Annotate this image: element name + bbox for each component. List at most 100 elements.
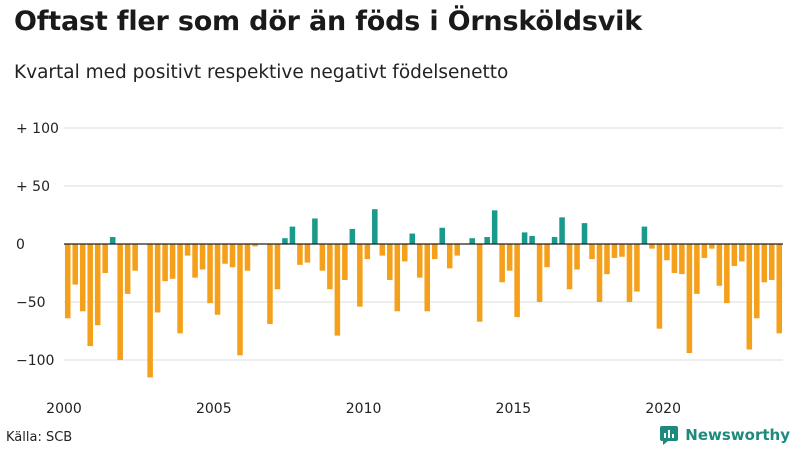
bar (454, 244, 460, 256)
bar (641, 226, 648, 244)
bar (199, 244, 206, 270)
bar (416, 244, 423, 278)
bar (589, 244, 595, 260)
bar (229, 244, 236, 268)
bar (611, 244, 618, 258)
bar (724, 244, 730, 304)
bar (529, 235, 535, 244)
bar (342, 244, 348, 280)
bar (731, 244, 738, 267)
newsworthy-icon (660, 426, 679, 445)
bar (604, 244, 610, 275)
bar (214, 244, 221, 315)
y-tick-label: + 50 (16, 179, 50, 195)
bar (64, 244, 71, 319)
y-axis-labels: + 100 + 50 0 −50 −100 (16, 121, 59, 369)
bar (379, 244, 386, 256)
bar (207, 244, 213, 304)
bar (102, 244, 108, 273)
bar (147, 244, 153, 378)
bar (169, 244, 176, 279)
y-tick-label: 0 (16, 237, 25, 253)
bar (439, 227, 445, 244)
bar-chart: + 100 + 50 0 −50 −100 2000 2005 2010 2015 2020 (16, 121, 783, 417)
y-tick-label: −50 (16, 295, 46, 311)
bar (402, 244, 408, 262)
x-tick-label: 2010 (346, 401, 382, 417)
bar (387, 244, 393, 280)
bar (72, 244, 78, 285)
bar (357, 244, 363, 307)
bar (596, 244, 603, 302)
bar (297, 244, 303, 265)
bar (506, 244, 513, 271)
bar (701, 244, 708, 258)
bar (694, 244, 700, 294)
bar (664, 244, 670, 261)
bar (634, 244, 640, 292)
bar (709, 244, 715, 249)
bar (484, 237, 490, 244)
x-tick-label: 2005 (196, 401, 232, 417)
bar (686, 244, 693, 354)
bar (87, 244, 93, 347)
bar (761, 244, 768, 283)
chart-subtitle: Kvartal med positivt respektive negativt… (14, 62, 509, 83)
bar (559, 217, 565, 244)
bar (117, 244, 123, 360)
bar (768, 244, 775, 280)
bar (446, 244, 453, 269)
bar (754, 244, 760, 319)
bar (409, 233, 416, 244)
bar (424, 244, 431, 312)
source-note: Källa: SCB (6, 430, 73, 445)
bar (536, 244, 543, 302)
bar (154, 244, 161, 313)
bar (79, 244, 86, 312)
bar (656, 244, 663, 329)
chart-title: Oftast fler som dör än föds i Örnsköldsv… (14, 6, 642, 37)
x-axis-labels: 2000 2005 2010 2015 2020 (46, 401, 681, 417)
bar (372, 209, 378, 244)
bar (491, 210, 498, 244)
bar (192, 244, 198, 278)
bar (282, 238, 288, 244)
bar (394, 244, 401, 312)
bar (739, 244, 745, 262)
bar (267, 244, 273, 325)
bar (364, 244, 371, 260)
bar (304, 244, 311, 263)
newsworthy-logo[interactable]: Newsworthy (659, 425, 790, 445)
bar (184, 244, 191, 256)
bar (716, 244, 723, 286)
bar (499, 244, 505, 283)
bar (469, 238, 475, 244)
grid-lines (64, 127, 783, 361)
bar (476, 244, 483, 322)
bar (327, 244, 333, 290)
bar (319, 244, 326, 271)
bar (566, 244, 573, 290)
bar (289, 226, 296, 244)
bar (574, 244, 580, 270)
bar (94, 244, 101, 326)
bar (177, 244, 183, 334)
x-tick-label: 2015 (496, 401, 532, 417)
bar (349, 228, 356, 244)
x-tick-label: 2020 (645, 401, 681, 417)
bar (619, 244, 625, 257)
y-tick-label: + 100 (16, 121, 59, 137)
bar (244, 244, 251, 271)
bar (514, 244, 520, 318)
bar (581, 223, 588, 244)
bar (649, 244, 655, 249)
bar (776, 244, 783, 334)
bar (312, 218, 318, 244)
bar (274, 244, 281, 290)
x-tick-label: 2000 (46, 401, 82, 417)
bar (124, 244, 131, 294)
bar (334, 244, 341, 336)
bar (222, 244, 228, 264)
bar (132, 244, 138, 271)
bar (431, 244, 438, 260)
